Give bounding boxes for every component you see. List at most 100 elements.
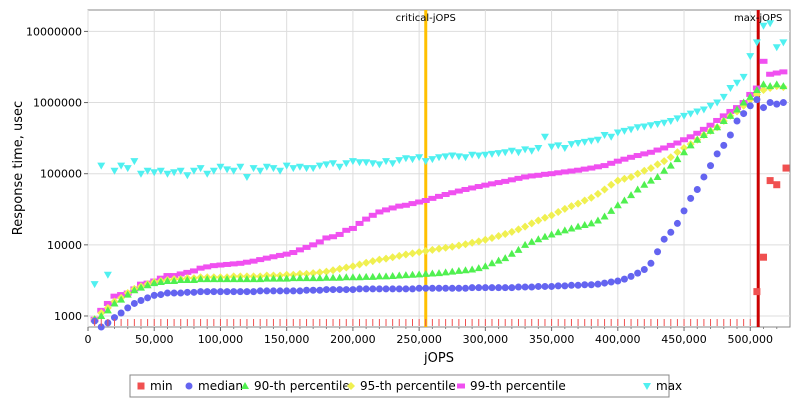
data-point [534,172,543,178]
data-point [501,284,509,292]
data-point [461,240,470,249]
data-point [620,174,629,183]
data-point [580,138,589,146]
data-point [613,129,622,137]
data-point [223,261,232,267]
data-point [117,162,126,170]
data-point [97,162,106,170]
data-point [494,150,503,158]
data-point [441,243,450,252]
data-point [574,281,582,289]
data-point [388,160,397,168]
data-point [507,249,516,257]
data-point [209,275,218,283]
data-point [607,206,616,214]
data-point [646,176,655,184]
data-point [607,180,616,189]
data-point [474,184,483,190]
data-point [567,168,576,174]
data-point [534,144,543,152]
x-tick-label: 50,000 [135,333,174,346]
data-point [600,185,609,194]
data-point [561,282,569,290]
data-point [782,164,790,172]
data-point [315,274,324,282]
data-point [428,195,437,201]
data-point [580,196,589,205]
data-point [521,283,529,291]
data-point [487,233,496,242]
data-point [594,280,602,288]
y-tick-label: 10000000 [26,25,82,38]
data-point [163,277,172,285]
data-point [593,189,602,198]
data-point [660,119,669,127]
data-point [726,85,735,93]
data-point [752,86,761,94]
data-point [680,143,689,152]
data-point [276,287,284,295]
data-point [752,39,761,47]
data-point [329,266,338,275]
data-point [428,245,437,254]
data-point [759,80,768,88]
data-point [726,108,735,114]
data-point [773,181,781,189]
data-point [548,282,556,290]
data-point [342,160,351,168]
data-point [196,165,205,173]
data-point [150,279,159,287]
data-point [739,98,748,106]
data-point [713,150,721,158]
data-point [574,140,583,148]
data-point [302,274,311,282]
y-tick-label: 10000 [47,239,82,252]
data-point [587,165,596,171]
data-point [567,224,576,232]
data-point [448,242,457,251]
data-point [368,257,377,266]
data-point [197,288,205,296]
x-tick-label: 250,000 [396,333,442,346]
data-point [243,288,251,296]
data-point [719,117,728,125]
data-point [554,142,563,150]
data-point [706,126,715,134]
data-point [282,251,291,257]
data-point [667,228,675,236]
data-point [567,281,575,289]
data-point [580,166,589,172]
data-point [435,154,443,162]
data-point [229,275,238,283]
data-point [209,167,218,175]
data-point [295,247,304,253]
data-point [210,288,218,296]
data-point [514,225,523,234]
data-point [309,274,318,282]
data-point [143,167,152,175]
data-point [507,147,516,155]
data-point [196,265,205,271]
data-point [117,295,126,303]
data-point [97,311,106,319]
data-point [640,266,648,274]
data-point [143,281,152,289]
data-point [435,244,443,253]
data-point [547,211,556,220]
data-point [633,153,642,159]
data-point [223,275,232,283]
data-point [415,248,424,257]
data-point [90,281,99,289]
data-point [455,284,463,292]
data-point [726,131,734,139]
data-point [600,212,609,220]
data-point [666,161,675,169]
data-point [693,135,702,143]
data-point [501,149,510,157]
data-point [130,299,138,307]
data-point [759,22,768,30]
data-point [733,117,741,125]
data-point [646,164,655,173]
data-point [216,275,225,283]
data-point [368,212,377,218]
